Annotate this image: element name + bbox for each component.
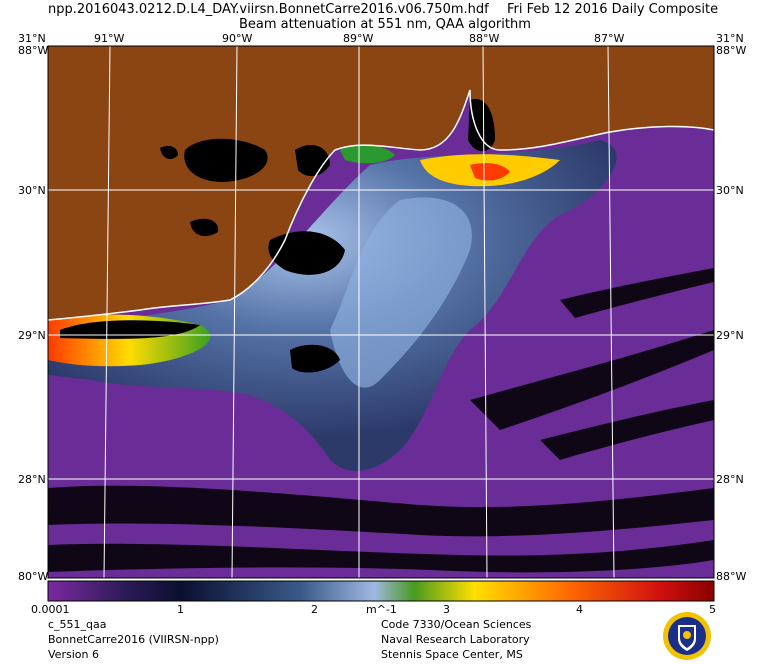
version-label: Version 6	[48, 648, 99, 661]
lat-label-28n-right: 28°N	[716, 473, 744, 486]
colorbar	[47, 580, 715, 602]
colorbar-tick-2: 2	[311, 603, 318, 616]
inner-plume	[330, 197, 472, 388]
lat-label-29n-right: 29°N	[716, 329, 744, 342]
corner-label-top-left-lon: 88°W	[18, 44, 49, 57]
lon-label-91w: 91°W	[94, 32, 125, 45]
org-name: Naval Research Laboratory	[381, 633, 530, 646]
org-code: Code 7330/Ocean Sciences	[381, 618, 532, 631]
lon-label-90w: 90°W	[222, 32, 253, 45]
shoreline	[48, 89, 714, 321]
org-location: Stennis Space Center, MS	[381, 648, 523, 661]
river-plume	[48, 140, 617, 471]
land	[48, 46, 714, 320]
lon-label-88w: 88°W	[469, 32, 500, 45]
nodata-streaks	[48, 268, 714, 573]
file-title: npp.2016043.0212.D.L4_DAY.viirsn.BonnetC…	[48, 2, 489, 17]
corner-label-top-right-lon: 88°W	[716, 44, 747, 57]
lon-label-89w: 89°W	[343, 32, 374, 45]
colorbar-tick-1: 1	[177, 603, 184, 616]
lat-label-30n-left: 30°N	[18, 184, 46, 197]
inland-water	[60, 99, 495, 373]
product-name: c_551_qaa	[48, 618, 107, 631]
nearshore-peak-east	[470, 162, 510, 181]
composite-date: Fri Feb 12 2016 Daily Composite	[507, 2, 719, 17]
nearshore-green-1	[340, 144, 395, 164]
product-subtitle: Beam attenuation at 551 nm, QAA algorith…	[239, 17, 531, 32]
lat-label-28n-left: 28°N	[18, 473, 46, 486]
colorbar-unit: m^-1	[366, 603, 397, 616]
lat-label-30n-right: 30°N	[716, 184, 744, 197]
corner-label-bottom-left: 80°W	[18, 570, 49, 583]
corner-label-top-right: 31°N	[716, 32, 744, 45]
colorbar-tick-4: 4	[576, 603, 583, 616]
colorbar-tick-0: 0.0001	[31, 603, 70, 616]
dataset-name: BonnetCarre2016 (VIIRSN-npp)	[48, 633, 219, 646]
corner-label-bottom-right: 88°W	[716, 570, 747, 583]
colorbar-tick-5: 5	[709, 603, 716, 616]
lat-label-29n-left: 29°N	[18, 329, 46, 342]
corner-label-top-left: 31°N	[18, 32, 46, 45]
lon-label-87w: 87°W	[594, 32, 625, 45]
colorbar-tick-3: 3	[443, 603, 450, 616]
nrl-seal-icon	[663, 612, 711, 660]
graticule	[48, 46, 714, 578]
